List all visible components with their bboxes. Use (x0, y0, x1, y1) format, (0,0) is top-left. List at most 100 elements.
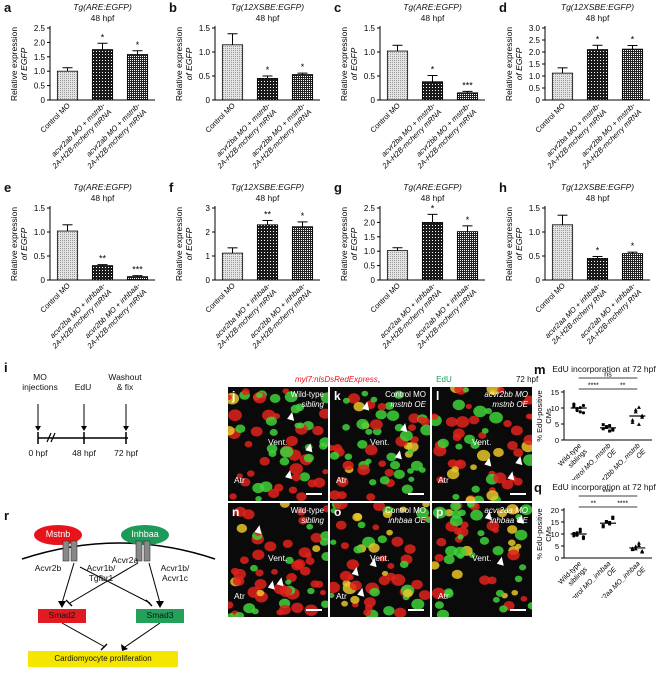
x-category-label: Control MO (38, 101, 72, 135)
data-point (633, 544, 638, 548)
atrium-label: Atr (336, 475, 347, 485)
y-tick-label: 1.5 (364, 233, 376, 242)
cell-image (330, 503, 430, 617)
bar (291, 226, 314, 281)
y-axis-label: Relative expressionof EGFP (504, 207, 524, 281)
panel-label-j: j (232, 389, 236, 403)
bar-panel-e: e Tg(ARE:EGFP) 48 hpf Relative expressionof… (0, 180, 165, 360)
condition-label: acvr2bb MO mstnb OE (484, 390, 528, 409)
data-point (601, 423, 605, 427)
bar-panel-c: c Tg(ARE:EGFP) 48 hpf Relative expressionof… (330, 0, 495, 180)
bar-title: Tg(12XSBE:EGFP) (230, 182, 305, 192)
bar-subtitle: 48 hpf (90, 193, 115, 203)
bar-panel-a: a Tg(ARE:EGFP) 48 hpf Relative expressionof… (0, 0, 165, 180)
significance-mark: *** (462, 80, 473, 90)
header-green-label: EdU (436, 375, 452, 384)
y-tick-label: 0 (41, 96, 46, 105)
atrium-label: Atr (438, 475, 449, 485)
x-category-label: Control MO (203, 101, 237, 135)
data-point (572, 402, 576, 406)
bar-chart-svg: Relative expressionof EGFP 0 0.5 1.0 1.5 Cont… (9, 204, 155, 351)
y-tick-label: 1.0 (34, 67, 46, 76)
y-tick-label: 2.5 (529, 36, 541, 45)
y-axis-label: % EdU-positiveCMs (535, 508, 553, 559)
bar (551, 72, 574, 101)
panel-label-a: a (4, 0, 12, 15)
y-tick-label: 10 (551, 404, 559, 413)
panel-label-h: h (499, 180, 507, 195)
washout-label: Washout & fix (108, 372, 142, 392)
y-tick-label: 0.5 (364, 72, 376, 81)
significance-mark: * (631, 35, 635, 45)
panel-label-n: n (232, 505, 240, 519)
bar-panel-f: f Tg(12XSBE:EGFP) 48 hpf Relative expressio… (165, 180, 330, 360)
scale-bar (306, 493, 322, 495)
y-tick-label: 1.5 (364, 24, 376, 33)
bar-subtitle: 48 hpf (585, 193, 610, 203)
bar-title: Tg(ARE:EGFP) (403, 182, 462, 192)
scatter-chart-svg: % EdU-positiveCMs051015Wild-typesiblings… (535, 372, 652, 480)
bar-title: Tg(ARE:EGFP) (73, 182, 132, 192)
mstnb-ligand: Mstnb (45, 529, 71, 539)
panel-label-k: k (334, 389, 341, 403)
panel-label-b: b (169, 0, 177, 15)
y-tick-label: 1.0 (199, 48, 211, 57)
y-tick-label: 0 (206, 96, 211, 105)
significance-mark: *** (132, 265, 143, 275)
y-tick-label: 2.5 (364, 204, 376, 213)
pathway-graphic (21, 525, 216, 667)
y-tick-label: 0.5 (199, 72, 211, 81)
significance-mark: * (466, 215, 470, 225)
y-tick-label: 1.5 (34, 53, 46, 62)
micro-panel-l: l acvr2bb MO mstnb OE Vent. Atr (432, 387, 532, 501)
y-tick-label: 3 (206, 204, 211, 213)
edu-label: EdU (74, 382, 92, 392)
bar (221, 44, 244, 101)
panel-label-d: d (499, 0, 507, 15)
micro-panel-o: o Control MO inhbaa OE Vent. Atr (330, 503, 430, 617)
scatter-panel-m: m EdU incorporation at 72 hpf % EdU-positi… (534, 362, 662, 480)
y-axis-label: Relative expressionof EGFP (9, 27, 29, 101)
y-tick-label: 1.0 (529, 228, 541, 237)
bar (386, 50, 409, 101)
data-point (581, 411, 586, 415)
y-axis-label: Relative expressionof EGFP (174, 207, 194, 281)
y-tick-label: 2 (206, 228, 211, 237)
y-tick-label: 1.5 (529, 60, 541, 69)
panel-label-i: i (4, 360, 8, 375)
y-tick-label: 1.5 (34, 204, 46, 213)
scale-bar (408, 493, 424, 495)
y-tick-label: 2.5 (34, 24, 46, 33)
y-tick-label: 0 (536, 276, 541, 285)
bar-chart-svg: Relative expressionof EGFP 0 0.5 1.0 1.5 Cont… (504, 204, 650, 347)
significance-mark: * (266, 65, 270, 75)
smad3-box: Smad3 (146, 610, 174, 620)
y-tick-label: 0 (371, 96, 376, 105)
y-axis-label: % EdU-positiveCMs (535, 390, 553, 441)
data-point (572, 534, 576, 538)
y-tick-label: 0 (555, 554, 559, 563)
bar (621, 48, 644, 101)
scatter-panel-q: q EdU incorporation at 72 hpf % EdU-positi… (534, 480, 662, 598)
data-point (601, 525, 605, 529)
ventricle-label: Vent. (472, 553, 492, 563)
data-point (608, 522, 612, 526)
y-axis-label: Relative expressionof EGFP (174, 27, 194, 101)
bar (221, 252, 244, 281)
x-category-label: acvr2aa MO_inhbaaOE (592, 560, 647, 598)
bar-title: Tg(12XSBE:EGFP) (560, 182, 635, 192)
time-0: 0 hpf (28, 448, 48, 458)
x-category-label: Control MO (368, 281, 402, 315)
significance-mark: * (301, 62, 305, 72)
data-point (611, 515, 615, 519)
timeline-panel: i MO injections EdU Washout & fix 0 hpf 48… (0, 360, 160, 470)
y-tick-label: 1.0 (34, 228, 46, 237)
cell-image (330, 390, 430, 501)
data-point (633, 407, 638, 412)
significance-mark: ** (264, 209, 272, 219)
bar-subtitle: 48 hpf (585, 13, 610, 23)
y-tick-label: 1.0 (364, 247, 376, 256)
data-point (601, 427, 605, 431)
data-point (578, 410, 582, 414)
panel-label-m: m (534, 362, 546, 377)
